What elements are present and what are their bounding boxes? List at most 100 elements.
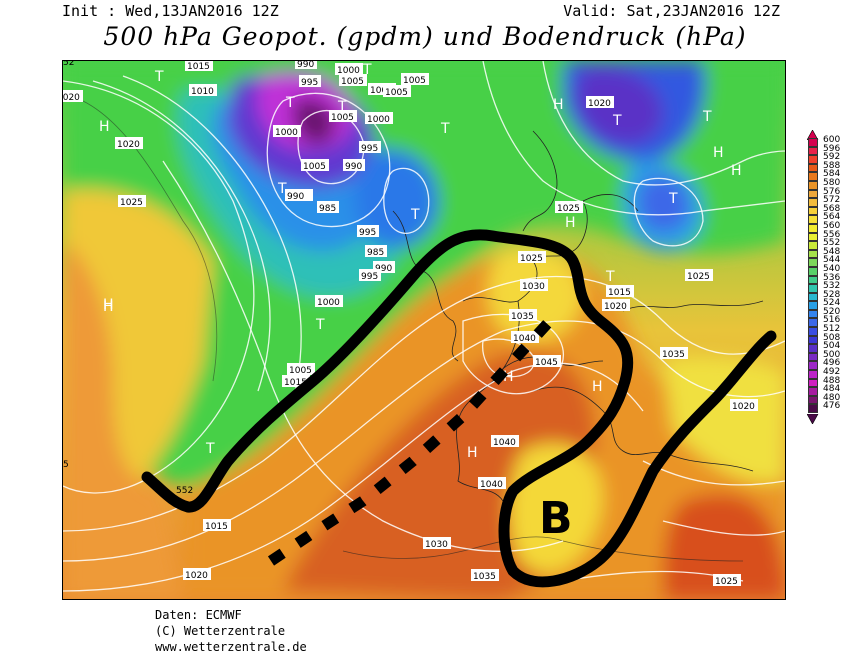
pressure-label: 995 <box>301 78 318 88</box>
pressure-label: 1035 <box>473 572 496 582</box>
legend-value: 504 <box>823 341 841 352</box>
legend-value: 564 <box>823 212 841 223</box>
legend-entry: 600 <box>808 135 848 147</box>
pressure-label: 985 <box>367 248 384 258</box>
legend-entry: 596 <box>808 143 848 156</box>
map-title: 500 hPa Geopot. (gpdm) und Bodendruck (h… <box>103 22 747 51</box>
geopotential-color-field <box>63 61 785 599</box>
legend-bottom-arrow <box>807 414 819 424</box>
center-letter: T <box>410 207 420 223</box>
center-letter: T <box>337 99 347 115</box>
legend-value: 544 <box>823 255 841 266</box>
weather-map: 1015 1010 1020 1020 1025 990 995 1000 10… <box>62 60 786 600</box>
legend-entry: 572 <box>808 195 848 207</box>
legend-entry: 524 <box>808 298 848 310</box>
trough-axis <box>267 319 553 566</box>
legend-entry: 508 <box>808 333 848 345</box>
pressure-label: 1020 <box>117 140 140 150</box>
legend-entry: 492 <box>808 367 848 379</box>
legend-entry: 592 <box>808 152 848 164</box>
center-letter: T <box>440 121 450 137</box>
legend-value: 560 <box>823 220 841 231</box>
pressure-label: 1000 <box>337 66 360 76</box>
pressure-label: 1035 <box>511 312 534 322</box>
legend-value: 584 <box>823 169 841 180</box>
legend-swatch <box>808 275 818 285</box>
legend-swatch <box>808 215 818 224</box>
height-label: 52 <box>63 61 74 68</box>
legend-value: 500 <box>823 349 841 360</box>
legend-swatch <box>808 309 818 319</box>
legend-swatch <box>808 172 818 181</box>
legend-top-arrow <box>807 130 819 140</box>
legend-swatch <box>808 335 818 345</box>
center-letter: H <box>103 299 114 315</box>
legend-value: 588 <box>823 160 841 171</box>
legend-entry: 504 <box>808 341 848 353</box>
legend-swatch <box>808 232 818 242</box>
legend-swatch <box>808 395 818 405</box>
center-letter: H <box>99 119 110 135</box>
legend-entry: 580 <box>808 178 848 190</box>
legend-value: 476 <box>823 401 841 412</box>
overlay-letter-b: B <box>539 493 573 544</box>
center-letter: T <box>668 191 678 207</box>
coastlines <box>82 100 764 562</box>
legend-swatch <box>808 249 818 259</box>
legend-value: 512 <box>823 324 841 335</box>
data-source: Daten: ECMWF <box>155 608 242 622</box>
center-letter: T <box>285 95 295 111</box>
footer-credits: Daten: ECMWF (C) Wetterzentrale www.wett… <box>155 607 307 655</box>
legend-swatch <box>808 155 818 164</box>
legend-entry: 516 <box>808 315 848 328</box>
pressure-label: 1025 <box>557 204 580 214</box>
legend-swatch <box>808 198 818 207</box>
legend-swatch <box>808 292 818 302</box>
pressure-label: 1020 <box>63 93 80 103</box>
legend-swatch <box>808 327 818 336</box>
legend-value: 524 <box>823 298 841 309</box>
legend-entry: 528 <box>808 289 848 302</box>
legend-swatch <box>808 344 818 353</box>
legend-value: 488 <box>823 375 841 386</box>
pressure-centers: H T H T T T T H T T H T T H T T H T H H … <box>99 62 742 461</box>
pressure-label: 1025 <box>120 198 143 208</box>
pressure-label: 1015 <box>205 522 228 532</box>
legend-value: 592 <box>823 152 841 163</box>
legend-swatch <box>808 387 818 396</box>
pressure-label: 990 <box>287 192 304 202</box>
legend-value: 572 <box>823 195 841 206</box>
pressure-label: 1040 <box>493 438 516 448</box>
legend-entry: 480 <box>808 392 848 405</box>
pressure-labels: 1015 1010 1020 1020 1025 990 995 1000 10… <box>63 61 758 587</box>
pressure-label: 1020 <box>732 402 755 412</box>
legend-value: 480 <box>823 392 841 403</box>
pressure-label: 990 <box>297 61 314 70</box>
center-letter: H <box>713 145 724 161</box>
pressure-label: 1005 <box>385 88 408 98</box>
pressure-label: 1005 <box>303 162 326 172</box>
pressure-label: 985 <box>319 204 336 214</box>
pressure-label: 1015 <box>284 378 307 388</box>
legend-entry: 560 <box>808 220 848 233</box>
legend-swatch <box>808 258 818 267</box>
legend-entry: 512 <box>808 324 848 336</box>
legend-swatch <box>808 301 818 310</box>
legend-swatch <box>808 352 818 362</box>
pressure-label: 1040 <box>480 480 503 490</box>
legend-value: 528 <box>823 289 841 300</box>
legend-entry: 544 <box>808 255 848 267</box>
legend-value: 596 <box>823 143 841 154</box>
legend-value: 600 <box>823 135 841 145</box>
website-url: www.wetterzentrale.de <box>155 640 307 654</box>
legend-entry: 532 <box>808 281 848 293</box>
legend-entry: 476 <box>808 401 848 413</box>
pressure-label: 1000 <box>275 128 298 138</box>
legend-swatch <box>808 318 818 328</box>
legend-swatch <box>808 361 818 371</box>
legend-entry: 564 <box>808 212 848 224</box>
legend-entry: 484 <box>808 384 848 396</box>
center-letter: T <box>315 317 325 333</box>
legend-swatch <box>808 223 818 233</box>
center-letter: T <box>702 109 712 125</box>
